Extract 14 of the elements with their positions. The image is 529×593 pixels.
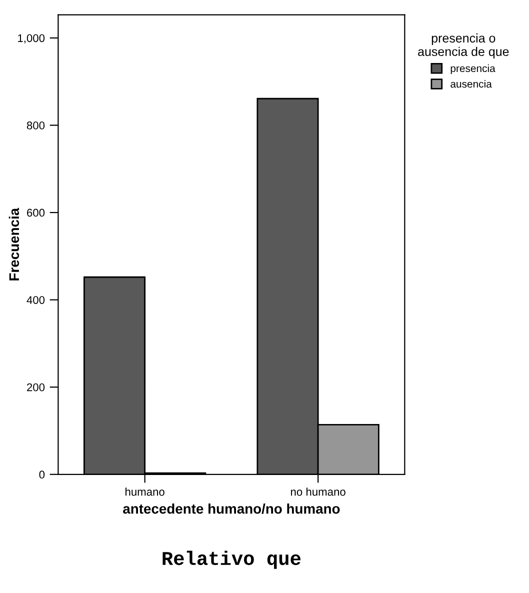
text: Relativo que	[162, 550, 300, 569]
x-tick-label: humano	[126, 488, 164, 496]
legend-label: presencia	[450, 64, 496, 74]
y-tick-label: 600	[27, 208, 45, 217]
legend-label: ausencia	[450, 80, 492, 88]
x-tick-label: no humano	[291, 488, 346, 496]
x-axis-title: antecedente humano/no humano	[123, 504, 340, 514]
y-tick-label: 400	[26, 296, 45, 304]
y-tick-label: 1,000	[18, 34, 45, 44]
y-axis-title: Frecuencia	[8, 208, 20, 280]
y-tick-label: 200	[27, 383, 45, 392]
y-tick-label: 0	[39, 470, 45, 479]
legend-title: presencia o ausencia de que	[418, 33, 509, 59]
y-tick-label: 800	[26, 122, 45, 130]
